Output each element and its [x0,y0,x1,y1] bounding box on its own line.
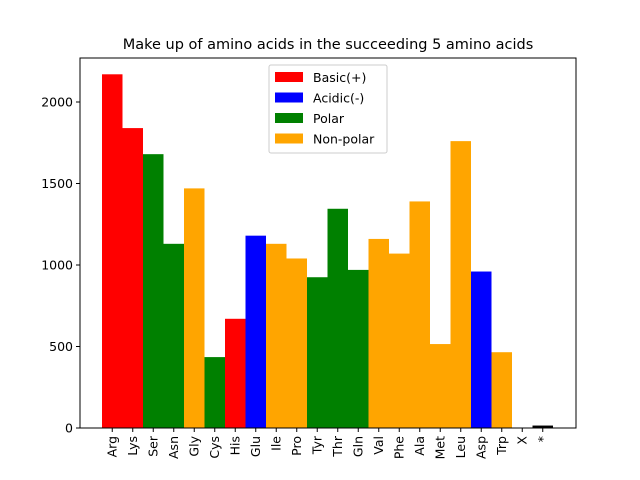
legend-label: Acidic(-) [313,91,364,106]
bar-Val [368,238,389,428]
bar-Met [430,344,451,428]
x-tick-label: Phe [391,436,406,459]
x-tick-label: Ile [268,436,283,451]
bar-Asn [163,243,184,428]
bar-Glu [245,235,266,428]
legend-swatch [275,92,303,103]
x-tick-label: Asn [166,436,181,459]
bar-Cys [204,357,225,428]
x-tick-label: Glu [248,436,263,457]
x-tick-label: Lys [125,436,140,456]
x-tick-label: Ala [412,436,427,456]
x-axis: Arg Lys Ser Asn Gly Cys His Glu Ile Pro Tyr Thr Gln V… [104,428,550,459]
bar-Leu [450,141,471,428]
x-tick-label: Met [432,436,447,459]
legend-label: Polar [313,111,345,126]
x-tick-label: Gly [186,435,201,456]
bar-Ala [409,201,430,428]
legend-swatch [275,133,303,144]
x-tick-label: Thr [330,435,345,458]
legend-label: Non-polar [313,132,375,147]
bar-Trp [491,352,512,428]
x-tick-label: Ser [145,435,160,457]
bar-star [532,425,553,428]
x-tick-label: Tyr [309,435,324,455]
x-tick-label: X [514,436,529,445]
bar-Ile [266,243,287,428]
bars-group [102,74,553,428]
y-axis: 0 500 1000 1500 2000 [41,95,80,436]
bar-Thr [327,208,348,428]
legend: Basic(+) Acidic(-) Polar Non-polar [268,64,388,154]
x-tick-label: * [535,436,550,442]
y-tick-label: 1000 [41,258,73,273]
bar-Asp [471,271,492,428]
chart-title: Make up of amino acids in the succeeding… [123,37,534,53]
bar-Ser [143,154,164,428]
bar-Gln [348,269,369,428]
bar-Tyr [307,277,328,428]
y-tick-label: 500 [49,339,73,354]
legend-swatch [275,72,303,82]
x-tick-label: Trp [494,436,509,456]
x-tick-label: Arg [104,436,119,457]
bar-Phe [389,253,410,428]
legend-swatch [275,113,303,123]
x-tick-label: Cys [207,436,222,459]
y-tick-label: 2000 [41,95,73,110]
x-tick-label: His [227,436,242,455]
x-tick-label: Pro [289,436,304,456]
bar-Gly [184,188,205,428]
x-tick-label: Leu [453,436,468,458]
y-tick-label: 0 [65,421,73,436]
bar-Lys [122,128,143,428]
bar-Arg [102,74,123,428]
bar-His [225,318,246,428]
x-tick-label: Val [371,436,386,455]
legend-label: Basic(+) [313,70,366,85]
legend-box [268,64,388,154]
x-tick-label: Asp [473,436,488,459]
x-tick-label: Gln [350,436,365,457]
y-tick-label: 1500 [41,176,73,191]
bar-Pro [286,258,307,428]
plot-frame [79,57,577,429]
